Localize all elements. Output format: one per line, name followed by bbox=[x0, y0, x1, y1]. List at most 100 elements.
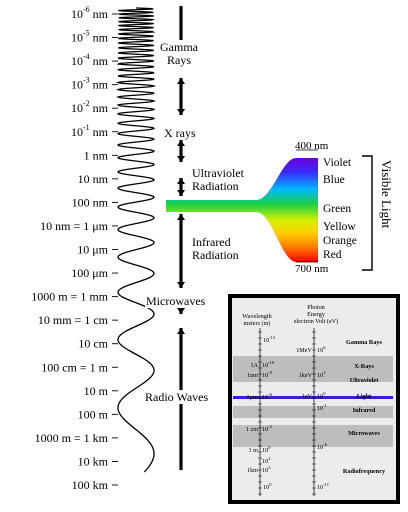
label-backdrop bbox=[166, 53, 193, 67]
visible-color-blue: Blue bbox=[323, 174, 345, 186]
inset-band-label: Gamma Rays bbox=[346, 339, 383, 346]
visible-bottom-label: 700 nm bbox=[295, 263, 329, 275]
arrow-up-icon bbox=[177, 140, 185, 146]
region-label: Rays bbox=[167, 53, 191, 67]
scale-label: 10 μm bbox=[77, 243, 108, 257]
wavelength-mark: 1 cm bbox=[246, 426, 258, 433]
arrow-up-icon bbox=[177, 214, 185, 220]
region-label: Ultraviolet bbox=[192, 166, 245, 180]
label-backdrop bbox=[191, 235, 232, 249]
energy-mark: 1eV bbox=[302, 393, 313, 400]
scale-label: 10 km bbox=[78, 454, 109, 468]
scale-label: 10-3 nm bbox=[71, 76, 109, 92]
arrow-up-icon bbox=[177, 78, 185, 84]
energy-mark: 1keV bbox=[299, 372, 313, 379]
scale-label: 1 nm bbox=[84, 148, 109, 162]
visible-color-violet: Violet bbox=[323, 157, 352, 169]
label-backdrop bbox=[159, 40, 200, 54]
label-backdrop bbox=[163, 126, 197, 140]
energy-exponent: 100 bbox=[317, 391, 326, 400]
visible-color-orange: Orange bbox=[323, 235, 357, 247]
wavelength-mark: 1 m bbox=[249, 447, 259, 454]
wavelength-mark: 1km bbox=[247, 467, 258, 474]
visible-color-red: Red bbox=[323, 249, 342, 261]
inset-light-line bbox=[233, 396, 393, 399]
spectrum-band bbox=[296, 158, 318, 262]
inset-band-label: Ultraviolet bbox=[350, 377, 379, 384]
inset-band-shade bbox=[233, 372, 393, 382]
wavelength-mark: 10-13 bbox=[263, 335, 276, 344]
scale-label: 1000 m = 1 mm bbox=[31, 290, 108, 304]
wavelength-mark: 1nm bbox=[247, 372, 258, 379]
arrow-down-icon bbox=[177, 156, 185, 162]
energy-mark: 1MeV bbox=[296, 347, 312, 354]
energy-exponent: 10-6 bbox=[317, 442, 328, 451]
visible-color-green: Green bbox=[323, 203, 351, 215]
label-backdrop bbox=[145, 294, 207, 308]
scale-label: 10 m bbox=[84, 384, 109, 398]
label-backdrop bbox=[191, 166, 246, 180]
arrow-up-icon bbox=[177, 328, 185, 334]
scale-label: 1000 m = 1 km bbox=[35, 431, 109, 445]
wavelength-exponent: 10-2 bbox=[262, 424, 272, 433]
scale-label: 10 nm bbox=[78, 172, 109, 186]
region-label: Microwaves bbox=[146, 294, 206, 308]
wavelength-exponent: 102 bbox=[262, 456, 270, 465]
em-wave-curve bbox=[115, 7, 157, 473]
inset-band-shade bbox=[233, 356, 393, 372]
wavelength-mark: 1µm bbox=[247, 394, 259, 401]
inset-band-label: Radiofrequency bbox=[343, 468, 386, 475]
label-backdrop bbox=[191, 248, 240, 262]
energy-header: Photon bbox=[307, 304, 325, 311]
label-backdrop bbox=[191, 179, 240, 193]
wavelength-exponent: 100 bbox=[262, 445, 271, 454]
visible-color-yellow: Yellow bbox=[323, 221, 356, 233]
inset-band-label: Infrared bbox=[353, 407, 376, 414]
scale-label: 10-2 nm bbox=[71, 99, 109, 115]
scale-label: 10-5 nm bbox=[71, 29, 109, 45]
energy-exponent: 10-11 bbox=[317, 482, 329, 491]
wavelength-exponent: 10-6 bbox=[262, 392, 273, 401]
scale-label: 10-1 nm bbox=[71, 123, 109, 139]
scale-label: 10-4 nm bbox=[71, 52, 109, 68]
visible-bracket bbox=[362, 155, 373, 271]
region-label: Infrared bbox=[192, 235, 231, 249]
visible-light-label: Visible Light bbox=[379, 160, 394, 229]
scale-label: 10 cm bbox=[78, 337, 108, 351]
label-backdrop bbox=[144, 390, 210, 404]
scale-label: 100 cm = 1 m bbox=[41, 360, 108, 374]
energy-exponent: 103 bbox=[317, 370, 326, 379]
inset-band-label: Light bbox=[357, 393, 372, 400]
energy-exponent: 106 bbox=[317, 345, 326, 354]
region-label: X rays bbox=[164, 126, 196, 140]
spectrum-gradient bbox=[166, 158, 296, 262]
energy-header: Energy bbox=[307, 311, 326, 318]
arrow-down-icon bbox=[177, 308, 185, 314]
region-label: Radio Waves bbox=[145, 390, 208, 404]
arrow-down-icon bbox=[177, 190, 185, 196]
scale-label: 10 mm = 1 cm bbox=[38, 313, 109, 327]
wavelength-scale-labels: 10-6 nm 10-5 nm 10-4 nm 10-3 nm 10-2 nm 10-1 … bbox=[31, 5, 118, 492]
region-label: Radiation bbox=[192, 179, 239, 193]
visible-spectrum-fan bbox=[166, 158, 318, 262]
wavelength-exponent: 10-9 bbox=[262, 370, 273, 379]
wavelength-exponent: 103 bbox=[262, 465, 271, 474]
wavelength-exponent: 10-10 bbox=[262, 360, 275, 369]
arrow-down-icon bbox=[177, 109, 185, 115]
visible-top-label: 400 nm bbox=[295, 140, 329, 152]
region-label: Radiation bbox=[192, 248, 239, 262]
energy-exponent: 10-1 bbox=[317, 403, 327, 412]
scale-label: 100 μm bbox=[71, 266, 108, 280]
wavelength-mark: 1A bbox=[250, 362, 258, 369]
region-label: Gamma bbox=[160, 40, 199, 54]
energy-header: electron Volt (eV) bbox=[294, 318, 338, 325]
inset-band-shade bbox=[233, 406, 393, 418]
visible-color-names: Violet Blue Green Yellow Orange Red bbox=[323, 157, 357, 261]
inset-band-label: X-Rays bbox=[354, 363, 374, 370]
scale-label: 100 km bbox=[72, 478, 109, 492]
inset-band-label: Microwaves bbox=[348, 430, 380, 437]
scale-label: 10 nm = 1 μm bbox=[40, 219, 109, 233]
